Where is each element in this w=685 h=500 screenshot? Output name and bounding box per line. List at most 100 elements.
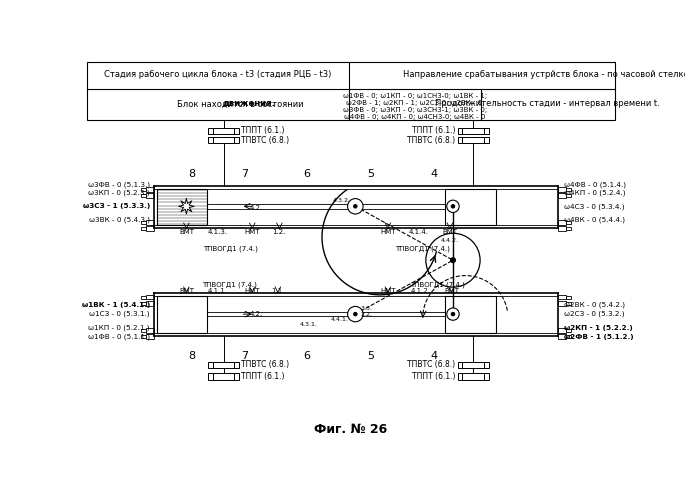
Text: ѡ2ФВ - 1 (5.1.2.): ѡ2ФВ - 1 (5.1.2.) [564,334,634,340]
Bar [141,302,146,305]
Text: 4: 4 [431,169,438,179]
Text: ѡ3ФВ - 0 (5.1.3.): ѡ3ФВ - 0 (5.1.3.) [88,182,150,188]
Text: ВМТ: ВМТ [179,230,194,235]
Bar [458,374,462,380]
Text: ВМТ: ВМТ [179,288,194,294]
Bar [208,128,213,134]
Bar [566,227,571,230]
Bar [87,62,615,120]
Bar [141,227,146,230]
Circle shape [451,205,455,208]
Bar [462,362,484,368]
Bar [146,187,154,192]
Bar [484,128,488,134]
Bar [462,137,484,143]
Bar [141,188,146,191]
Text: Фиг. № 26: Фиг. № 26 [314,423,387,436]
Bar [141,221,146,224]
Bar [234,362,239,368]
Text: 4.1.1.: 4.1.1. [208,288,227,294]
Text: ВМТ: ВМТ [444,288,459,294]
Bar [458,137,462,143]
Bar [462,128,484,134]
Bar [146,328,154,332]
Text: 5: 5 [367,352,374,362]
Bar [558,328,566,332]
Bar [558,220,566,225]
Circle shape [353,312,357,316]
Bar [146,193,154,198]
Bar [213,137,234,143]
Bar [213,362,234,368]
Circle shape [347,198,363,214]
Text: 4.1.2.: 4.1.2. [410,288,430,294]
Bar [566,335,571,338]
Bar [234,374,239,380]
Bar [208,137,213,143]
Text: ТПВТС (6.8.): ТПВТС (6.8.) [407,136,456,144]
Text: 7: 7 [241,352,248,362]
Text: ѡ1КП - 0 (5.2.1.): ѡ1КП - 0 (5.2.1.) [88,324,150,331]
Text: ТПВТС (6.8.): ТПВТС (6.8.) [241,360,290,370]
Text: Блок находится в состоянии: Блок находится в состоянии [177,100,306,108]
Text: ѡ1ФВ - 0 (5.1.1.): ѡ1ФВ - 0 (5.1.1.) [88,334,150,340]
Bar [213,128,234,134]
Circle shape [353,205,357,208]
Polygon shape [179,198,194,214]
Bar [146,295,154,300]
Text: 1.1.: 1.1. [271,288,284,294]
Bar [141,296,146,298]
Text: ТППТ (6.1.): ТППТ (6.1.) [412,372,456,381]
Bar [234,128,239,134]
Bar [566,328,571,332]
Text: 8: 8 [188,352,195,362]
Text: 5: 5 [367,169,374,179]
Bar [558,226,566,231]
Text: ТПВОГД1 (7.4.): ТПВОГД1 (7.4.) [202,282,257,288]
Text: ѡ2КП - 1 (5.2.2.): ѡ2КП - 1 (5.2.2.) [564,325,632,331]
Bar [445,296,496,332]
Bar [157,296,208,332]
Bar [146,334,154,338]
Text: 3.3.: 3.3. [360,306,372,311]
Text: ТППТ (6.1.): ТППТ (6.1.) [241,372,285,381]
Text: Стадия рабочего цикла блока - t3 (стадия РЦБ - t3): Стадия рабочего цикла блока - t3 (стадия… [103,70,331,79]
Bar [157,188,208,225]
Text: 4.1.3.: 4.1.3. [208,230,227,235]
Text: ѡ3ВК - 0 (5.4.3.): ѡ3ВК - 0 (5.4.3.) [89,217,150,224]
Text: 4.4.2.: 4.4.2. [441,238,459,242]
Bar [484,374,488,380]
Bar [566,221,571,224]
Text: ѡ1СЗ - 0 (5.3.1.): ѡ1СЗ - 0 (5.3.1.) [90,311,150,318]
Bar [558,295,566,300]
Text: 4.2.: 4.2. [249,205,263,211]
Bar [566,194,571,197]
Bar [146,301,154,306]
Text: ѡ3СЗ - 1 (5.3.3.): ѡ3СЗ - 1 (5.3.3.) [83,204,150,210]
Text: ТПВОГД1 (7.4.): ТПВОГД1 (7.4.) [395,246,450,252]
Text: НМТ: НМТ [245,230,260,235]
Text: ѡ2ФВ - 1; ѡ2КП - 1; ѡ2СЗ-0; ѡ2ВК - 0;: ѡ2ФВ - 1; ѡ2КП - 1; ѡ2СЗ-0; ѡ2ВК - 0; [346,100,484,106]
Bar [558,193,566,198]
Bar [462,374,484,380]
Text: ѡ1ФВ - 0; ѡ1КП - 0; ѡ1СΗ3-0; ѡ1ВК - 1;: ѡ1ФВ - 0; ѡ1КП - 0; ѡ1СΗ3-0; ѡ1ВК - 1; [343,93,487,99]
Text: НМТ: НМТ [380,288,396,294]
Text: ѡ4ФВ - 0 (5.1.4.): ѡ4ФВ - 0 (5.1.4.) [564,182,626,188]
Bar [558,334,566,338]
Text: ѡ2СЗ - 0 (5.3.2.): ѡ2СЗ - 0 (5.3.2.) [564,311,624,318]
Text: 8: 8 [188,169,195,179]
Text: ѡ4ВК - 0 (5.4.4.): ѡ4ВК - 0 (5.4.4.) [564,217,625,224]
Text: 4.1.4.: 4.1.4. [409,230,429,235]
Text: ѡ4КП - 0 (5.2.4.): ѡ4КП - 0 (5.2.4.) [564,189,625,196]
Text: ѡ3ФВ - 0; ѡ3КП - 0; ѡ3СΗ3-1; ѡ3ВК - 0;: ѡ3ФВ - 0; ѡ3КП - 0; ѡ3СΗ3-1; ѡ3ВК - 0; [343,107,487,113]
Circle shape [347,306,363,322]
Bar [146,220,154,225]
Bar [141,328,146,332]
Circle shape [451,312,455,316]
Circle shape [426,233,480,287]
Text: ѡ1ВК - 1 (5.4.1.): ѡ1ВК - 1 (5.4.1.) [82,302,150,308]
Bar [566,188,571,191]
Text: 4.3.1.: 4.3.1. [300,322,318,328]
Text: 1.2.: 1.2. [273,230,286,235]
Text: НМТ: НМТ [245,288,260,294]
